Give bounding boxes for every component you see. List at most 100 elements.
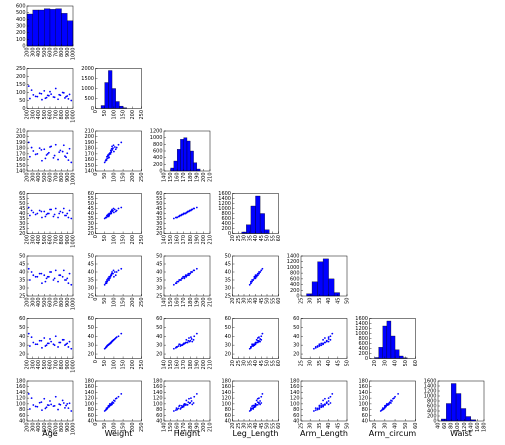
scatter-point	[44, 215, 47, 218]
y-tick-label: 1000	[150, 135, 163, 141]
panel: 40 60 80 100 120 140 160 180 0200400600800100012…	[424, 379, 488, 439]
x-tick-label: 25	[299, 360, 305, 366]
scatter-point	[103, 410, 106, 412]
scatter-point	[58, 403, 61, 406]
scatter-point	[188, 402, 191, 405]
x-tick-label: 55	[270, 360, 276, 366]
scatter-point	[59, 210, 62, 213]
scatter-point	[66, 212, 69, 215]
y-tick-label: 1000	[287, 265, 300, 271]
x-tick-label: 300	[30, 48, 36, 58]
scatter-point	[331, 332, 334, 335]
histogram-bar	[311, 281, 318, 297]
scatter-point	[184, 275, 186, 278]
scatter-point	[53, 154, 56, 157]
y-tick-label: 150	[16, 163, 26, 169]
scatter-point	[41, 282, 43, 285]
scatter-point	[248, 347, 251, 350]
x-tick-label: 0	[93, 110, 99, 113]
histogram-bar	[32, 9, 39, 47]
x-tick-label: 140	[162, 423, 168, 433]
scatter-point	[49, 90, 51, 93]
y-tick-label: 30	[225, 286, 231, 292]
scatter-point	[58, 93, 61, 96]
scatter-point	[107, 154, 110, 157]
x-tick-label: 30	[308, 298, 314, 304]
scatter-point	[113, 146, 116, 148]
scatter-point	[184, 341, 187, 344]
y-tick-label: 180	[221, 379, 231, 385]
x-tick-label: 25	[299, 423, 305, 429]
x-tick-label: 210	[208, 173, 214, 183]
y-tick-label: 160	[84, 157, 94, 163]
y-tick-label: 60	[293, 316, 299, 322]
histogram-bar	[111, 88, 116, 109]
scatter-point	[320, 402, 323, 405]
panel-frame	[163, 380, 211, 422]
x-tick-label: 800	[59, 173, 65, 183]
x-tick-label: 50	[102, 298, 108, 304]
scatter-point	[113, 211, 115, 214]
scatter-point	[190, 397, 192, 400]
x-tick-label: 200	[201, 298, 207, 308]
y-tick-label: 140	[358, 390, 368, 396]
scatter-point	[112, 207, 115, 210]
panel-frame	[26, 193, 74, 234]
scatter-point	[314, 407, 317, 410]
scatter-point	[391, 400, 393, 402]
x-tick-label: 190	[194, 173, 200, 183]
scatter-point	[320, 406, 323, 409]
panel-frame	[95, 130, 142, 172]
y-tick-label: 200	[16, 134, 26, 140]
scatter-point	[193, 395, 196, 398]
scatter-point	[190, 400, 193, 402]
x-tick-label: 800	[59, 360, 65, 370]
scatter-point	[115, 336, 118, 339]
scatter-point	[112, 144, 115, 147]
x-tick-label: 170	[181, 298, 187, 308]
x-tick-label: 60	[442, 423, 448, 429]
y-tick-label: 60	[293, 413, 299, 419]
scatter-point	[186, 274, 189, 277]
x-tick-label: 50	[265, 298, 271, 304]
x-tick-label: 40	[436, 423, 442, 429]
y-tick-label: 25	[156, 294, 162, 300]
scatter-point	[190, 336, 192, 339]
y-tick-label: 190	[84, 140, 94, 146]
panel: 140 150 160 170 180 190 200 2100200400600800100…	[150, 129, 214, 183]
y-tick-label: 40	[156, 270, 162, 276]
scatter-point	[314, 346, 317, 348]
y-tick-label: 160	[16, 157, 26, 163]
y-tick-label: 40	[88, 334, 94, 340]
scatter-point	[58, 151, 61, 154]
scatter-point	[322, 338, 324, 341]
x-tick-label: 35	[247, 235, 253, 241]
x-tick-label: 700	[53, 360, 59, 370]
scatter-point	[186, 341, 189, 344]
scatter-point	[27, 332, 30, 335]
scatter-point	[28, 214, 31, 217]
x-tick-label: 900	[65, 48, 71, 58]
x-tick-label: 160	[175, 173, 181, 183]
scatter-point	[46, 94, 49, 97]
y-tick-label: 20	[19, 352, 25, 358]
scatter-point	[120, 332, 123, 335]
y-tick-label: 45	[19, 262, 25, 268]
x-tick-label: 1000	[71, 110, 77, 123]
x-tick-label: 50	[265, 360, 271, 366]
y-tick-label: 120	[84, 396, 94, 402]
x-tick-label: 35	[247, 298, 253, 304]
scatter-point	[67, 282, 70, 285]
scatter-point	[36, 343, 39, 346]
y-tick-label: 400	[153, 155, 163, 161]
scatter-point	[250, 282, 252, 285]
scatter-point	[188, 397, 190, 400]
panel-frame	[300, 255, 348, 297]
y-tick-label: 170	[84, 151, 94, 157]
x-tick-label: 600	[48, 360, 54, 370]
x-tick-label: 150	[168, 298, 174, 308]
scatter-point	[38, 339, 41, 342]
scatter-point	[192, 207, 195, 210]
